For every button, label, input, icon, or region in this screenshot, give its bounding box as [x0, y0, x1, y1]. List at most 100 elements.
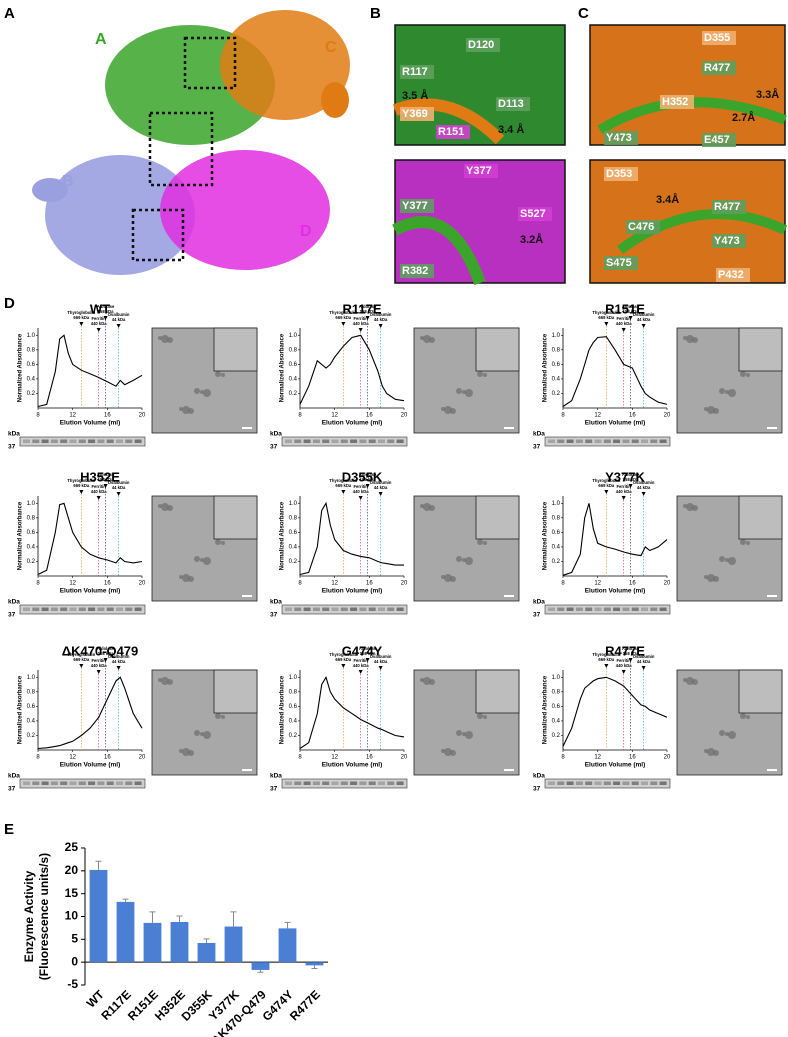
- gel-band: [622, 439, 630, 443]
- standard-arrow: [378, 324, 383, 328]
- standard-size: 158 kDa: [98, 651, 115, 656]
- gel-band: [548, 607, 555, 611]
- chain-label: B: [62, 173, 74, 190]
- bar: [278, 928, 297, 963]
- standard-size: 669 kDa: [335, 483, 352, 488]
- standard-name: Thyroglobulin: [329, 310, 357, 315]
- gel-band: [350, 439, 358, 443]
- standard-size: 44 kDa: [112, 485, 126, 490]
- y-tick-label: 0.2: [552, 391, 561, 397]
- em-particle: [713, 408, 719, 414]
- standard-size: 44 kDa: [637, 317, 651, 322]
- gel-band: [650, 607, 658, 611]
- standard-size: 44 kDa: [637, 485, 651, 490]
- standard-name: Aldolase: [97, 472, 115, 477]
- x-tick-label: 20: [401, 755, 408, 761]
- y-tick-label: 0.8: [289, 515, 298, 521]
- standard-arrow: [358, 496, 363, 500]
- y-tick-label: 0.8: [27, 347, 36, 353]
- y-tick-label: 0.4: [552, 718, 561, 724]
- em-particle: [746, 541, 750, 545]
- em-inset: [213, 327, 258, 372]
- standard-arrow: [79, 322, 84, 326]
- plot-title: R151E: [605, 301, 645, 316]
- gel-band: [603, 781, 611, 785]
- gel-band: [359, 439, 367, 443]
- x-tick-label: 16: [104, 581, 111, 587]
- em-particle: [740, 539, 746, 545]
- y-tick-label: 1.0: [27, 501, 36, 507]
- x-tick-label: 8: [298, 581, 302, 587]
- gel-band: [312, 607, 320, 611]
- gel-marker: 37: [8, 786, 16, 793]
- standard-arrow: [378, 666, 383, 670]
- em-particle: [203, 731, 211, 739]
- gel-band: [396, 607, 404, 611]
- gel-unit: kDa: [8, 599, 20, 606]
- gel-band: [340, 439, 348, 443]
- standard-size: 669 kDa: [73, 315, 90, 320]
- x-axis-label: Elution Volume (ml): [322, 588, 383, 595]
- structure-image: [32, 10, 350, 275]
- gel-band: [659, 607, 667, 611]
- y-axis-label: Enzyme Activity: [22, 870, 36, 962]
- em-particle: [429, 337, 435, 343]
- gel-band: [32, 439, 40, 443]
- em-particle: [444, 748, 452, 756]
- standard-arrow: [621, 496, 626, 500]
- plot-title: R117E: [342, 301, 381, 316]
- gel-band: [134, 607, 142, 611]
- y-tick-label: 1.0: [289, 333, 298, 339]
- em-particle: [728, 389, 736, 397]
- standard-arrow: [604, 490, 609, 494]
- standard-arrow: [641, 666, 646, 670]
- standard-size: 158 kDa: [360, 309, 377, 314]
- x-tick-label: 20: [139, 581, 146, 587]
- x-tick-label: 12: [594, 581, 601, 587]
- gel-band: [387, 439, 395, 443]
- standard-size: 158 kDa: [360, 477, 377, 482]
- y-axis-label: Normalized Absorbance: [280, 501, 286, 570]
- residue-label: R477: [704, 62, 730, 74]
- standard-size: 669 kDa: [73, 483, 90, 488]
- scale-bar: [767, 427, 777, 429]
- standard-size: 440 kDa: [91, 489, 108, 494]
- em-particle: [161, 677, 169, 685]
- residue-label: P432: [718, 269, 744, 281]
- em-particle: [429, 679, 435, 685]
- error-bar: [311, 965, 318, 970]
- gel-band: [350, 607, 358, 611]
- standard-arrow: [641, 492, 646, 496]
- residue-label: 3.4Å: [656, 193, 679, 206]
- y-tick-label: -5: [67, 977, 78, 991]
- em-particle: [429, 505, 435, 511]
- error-bar: [95, 860, 102, 870]
- residue-label: Y377: [466, 165, 492, 177]
- label-bg: [702, 31, 736, 45]
- elution-curve: [37, 502, 143, 575]
- standard-name: Aldolase: [97, 646, 115, 651]
- residue-label: 2.7Å: [732, 111, 755, 124]
- gel-band: [340, 607, 348, 611]
- standard-size: 158 kDa: [623, 477, 640, 482]
- gel-band: [631, 781, 639, 785]
- em-particle: [167, 505, 173, 511]
- residue-label: D355: [704, 32, 730, 44]
- em-particle: [161, 335, 169, 343]
- elution-curve: [299, 501, 404, 576]
- em-particle: [465, 389, 473, 397]
- em-particle: [728, 557, 736, 565]
- standard-size: 669 kDa: [598, 483, 615, 488]
- y-tick-label: 0.2: [289, 733, 298, 739]
- gel-marker: 37: [8, 612, 16, 619]
- em-particle: [713, 576, 719, 582]
- residue-label: H352: [662, 96, 688, 108]
- y-tick-label: 0.4: [27, 718, 36, 724]
- em-particle: [456, 556, 462, 562]
- em-particle: [456, 388, 462, 394]
- gel-band: [548, 781, 555, 785]
- residue-label: R477: [714, 201, 740, 213]
- panel-label: D: [4, 295, 15, 312]
- x-tick-label: 8: [298, 413, 302, 419]
